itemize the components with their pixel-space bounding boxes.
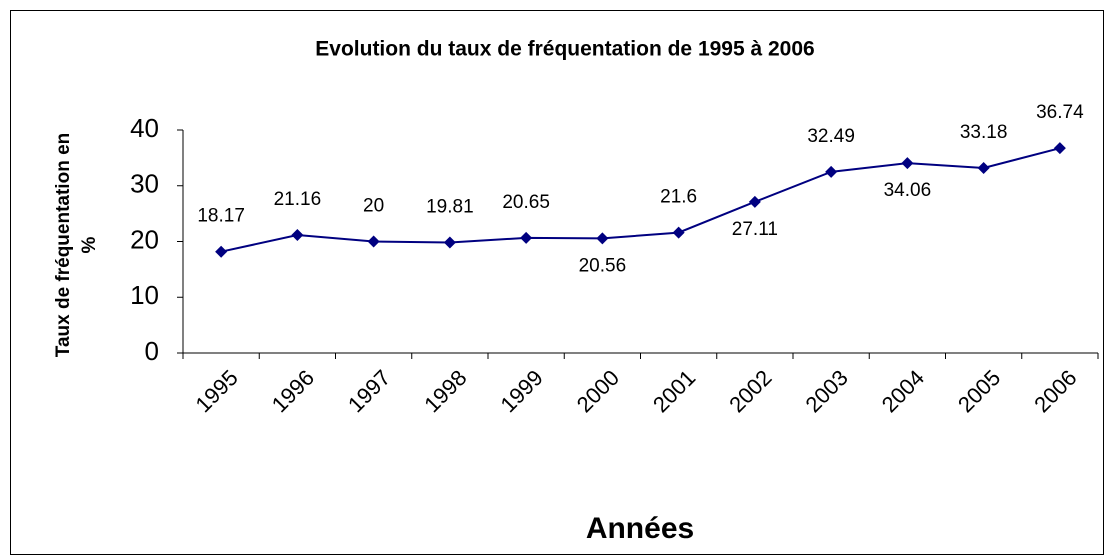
data-label: 20.65 — [502, 192, 550, 213]
marker — [596, 232, 609, 245]
y-tick-label: 0 — [145, 336, 159, 366]
marker — [672, 226, 685, 239]
y-tick-label: 10 — [130, 280, 159, 310]
chart-title: Evolution du taux de fréquentation de 19… — [315, 38, 814, 61]
data-label: 21.16 — [274, 189, 322, 210]
chart-border — [10, 10, 1104, 555]
line — [220, 147, 1061, 253]
marker — [977, 162, 990, 175]
data-label: 36.74 — [1036, 102, 1084, 123]
x-axis-label: Années — [586, 512, 694, 545]
data-label: 32.49 — [807, 126, 855, 147]
data-label: 27.11 — [732, 219, 778, 240]
marker — [215, 245, 228, 258]
marker — [748, 195, 761, 208]
y-axis-label: % — [79, 236, 100, 253]
y-tick-label: 40 — [130, 113, 159, 143]
y-tick-label: 20 — [130, 224, 159, 254]
marker — [825, 165, 838, 178]
y-axis-label: Taux de fréquentation en — [53, 133, 74, 358]
data-label: 21.6 — [660, 187, 697, 208]
marker — [291, 229, 304, 242]
data-label: 19.81 — [426, 197, 474, 218]
marker — [1053, 142, 1066, 155]
marker — [367, 235, 380, 248]
data-label: 33.18 — [960, 122, 1008, 143]
data-label: 20 — [363, 196, 384, 217]
marker — [520, 231, 533, 244]
data-label: 20.56 — [579, 255, 627, 276]
marker — [443, 236, 456, 249]
data-label: 18.17 — [197, 206, 245, 227]
y-tick-label: 30 — [130, 169, 159, 199]
marker — [901, 157, 914, 170]
data-label: 34.06 — [884, 180, 932, 201]
